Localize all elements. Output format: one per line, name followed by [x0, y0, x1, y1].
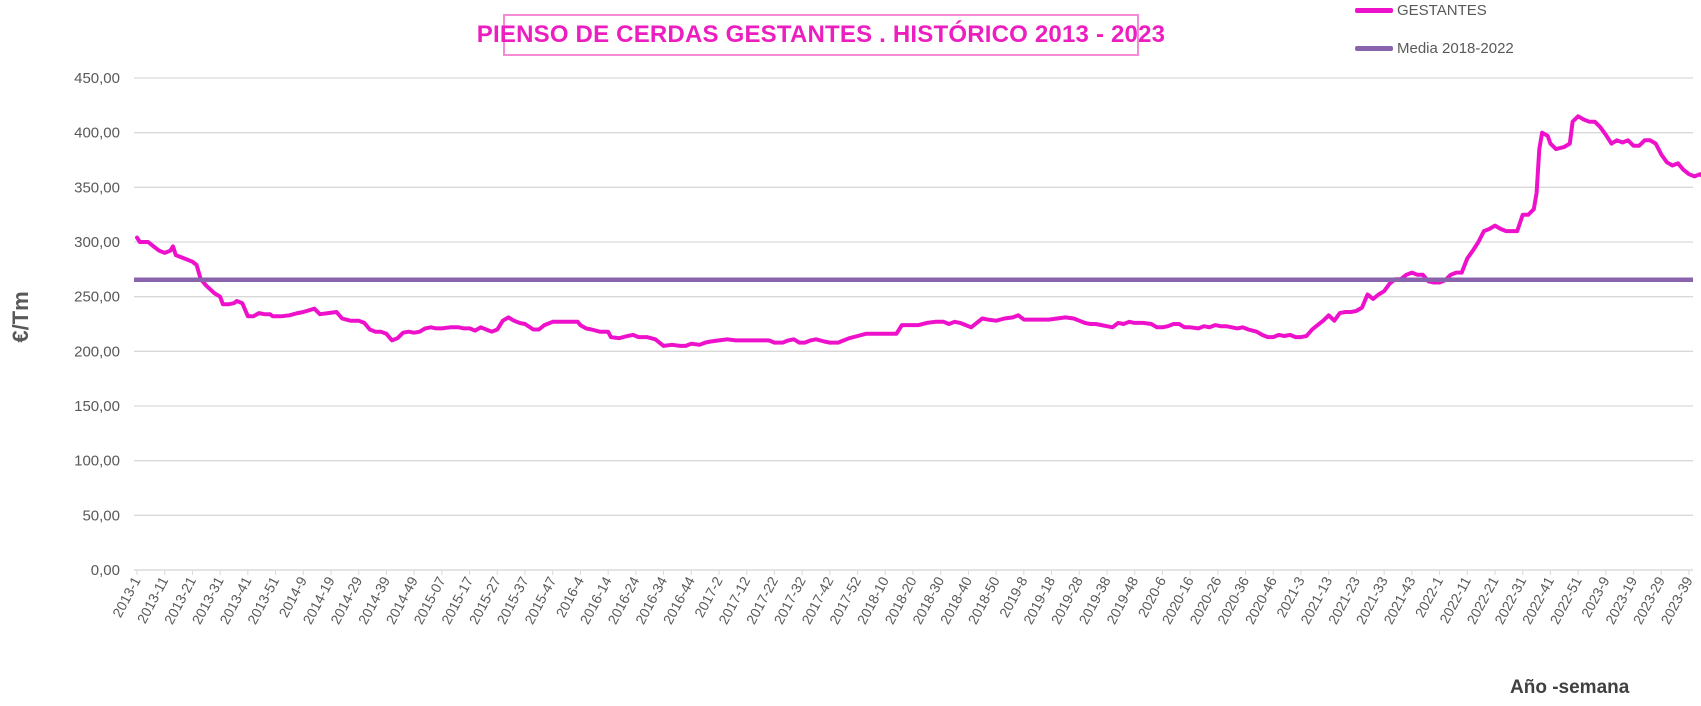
- y-tick-label: 0,00: [91, 562, 120, 579]
- y-tick-label: 300,00: [74, 234, 120, 251]
- y-tick-label: 250,00: [74, 289, 120, 306]
- legend-item-media: Media 2018-2022: [1355, 40, 1514, 57]
- y-axis-label: €/Tm: [8, 291, 33, 343]
- series-lines: [134, 114, 1701, 348]
- chart-title-box: PIENSO DE CERDAS GESTANTES . HISTÓRICO 2…: [477, 14, 1165, 56]
- legend-swatch-media: [1355, 46, 1393, 51]
- y-tick-label: 350,00: [74, 179, 120, 196]
- legend-label-gestantes: GESTANTES: [1397, 2, 1487, 19]
- y-tick-labels: 0,00 50,00 100,00 150,00 200,00 250,00 300,00 3…: [74, 70, 120, 579]
- y-tick-label: 150,00: [74, 398, 120, 415]
- y-tick-label: 200,00: [74, 343, 120, 360]
- y-tick-label: 400,00: [74, 125, 120, 142]
- legend-item-gestantes: GESTANTES: [1355, 2, 1487, 19]
- legend-label-media: Media 2018-2022: [1397, 40, 1514, 57]
- y-tick-label: 50,00: [82, 507, 120, 524]
- x-axis-label: Año -semana: [1510, 677, 1630, 698]
- chart-title: PIENSO DE CERDAS GESTANTES . HISTÓRICO 2…: [476, 21, 1166, 48]
- y-tick-label: 100,00: [74, 453, 120, 470]
- grid-lines: [134, 77, 1693, 575]
- legend-swatch-gestantes: [1355, 8, 1393, 13]
- x-tick-labels: 2013-12013-112013-212013-312013-412013-5…: [109, 574, 1696, 627]
- series-line-gestantes: [135, 114, 1701, 348]
- y-tick-label: 450,00: [74, 70, 120, 87]
